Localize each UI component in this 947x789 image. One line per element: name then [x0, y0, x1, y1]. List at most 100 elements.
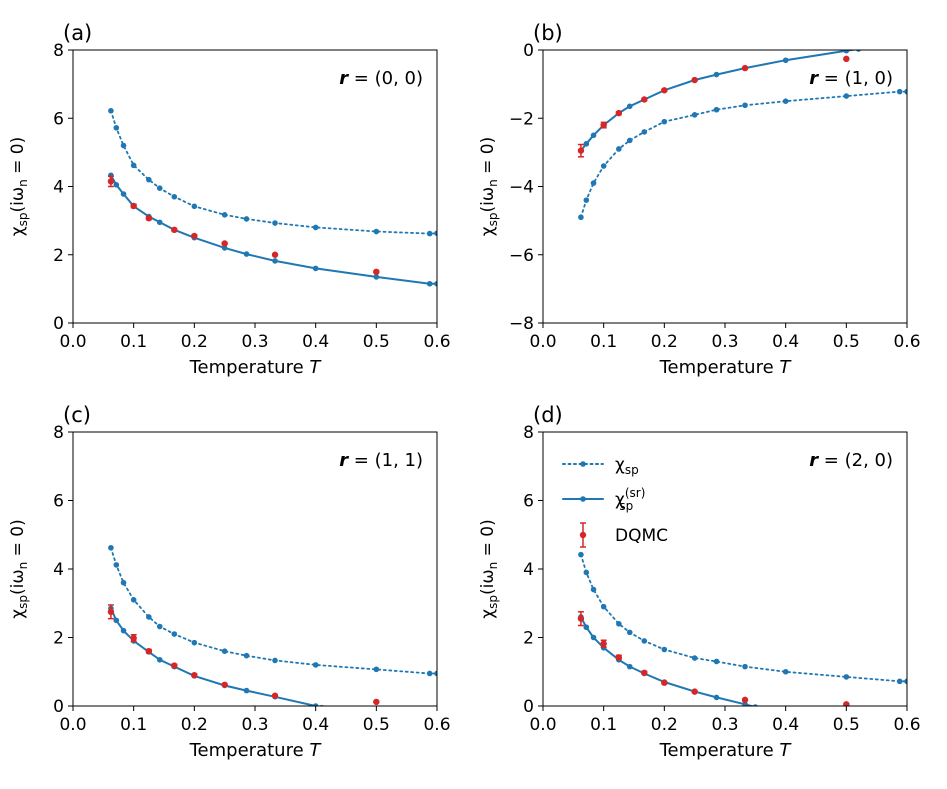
dqmc-point — [191, 232, 198, 240]
chi-sp-point — [641, 129, 648, 135]
y-tick-label: 6 — [523, 492, 534, 512]
x-tick-label: 0.5 — [363, 332, 390, 352]
chi-sp-point — [843, 93, 850, 99]
dqmc-point — [641, 96, 648, 103]
chi-sp-sr-point — [855, 50, 862, 52]
chi-sp-point — [171, 631, 178, 637]
chi-sp-sr-point — [120, 191, 127, 197]
y-tick-label: −2 — [509, 109, 534, 129]
x-tick-label: 0.3 — [711, 715, 738, 735]
y-tick-label: 6 — [53, 492, 64, 512]
chi-sp-sr-line — [579, 50, 859, 152]
chi-sp-point — [221, 212, 228, 218]
chi-sp-point — [171, 193, 178, 200]
dqmc-point — [741, 64, 749, 72]
y-tick-label: 2 — [53, 246, 64, 266]
x-tick-label: 0.2 — [181, 332, 208, 352]
chi-sp-line — [580, 90, 907, 219]
dqmc-point — [373, 698, 380, 706]
x-tick-label: 0.5 — [363, 715, 390, 735]
y-tick-label: −4 — [509, 178, 534, 198]
chi-sp-sr-point — [156, 219, 163, 226]
x-tick-label: 0.1 — [120, 715, 147, 735]
dqmc-point — [191, 671, 198, 679]
x-tick-label: 0.1 — [590, 715, 617, 735]
chi-sp-sr-line — [109, 174, 437, 285]
x-tick-label: 0.3 — [241, 332, 268, 352]
chi-sp-point — [661, 646, 668, 653]
dqmc-point — [661, 87, 668, 94]
chi-sp-point — [426, 670, 433, 677]
x-tick-label: 0.4 — [302, 332, 329, 352]
chi-sp-point — [373, 228, 380, 235]
chi-sp-sr-point — [312, 703, 319, 706]
chi-sp-point — [146, 614, 152, 620]
chi-sp-point — [896, 88, 903, 95]
axes-frame — [72, 431, 438, 707]
chi-sp-point — [272, 220, 278, 226]
chi-sp-sr-point — [243, 687, 250, 694]
chi-sp-point — [312, 662, 319, 668]
y-tick-label: 4 — [53, 178, 64, 198]
chi-sp-sr-point — [120, 627, 127, 634]
chi-sp-point — [113, 125, 120, 131]
chi-sp-point — [626, 137, 633, 144]
chi-sp-line — [580, 553, 907, 683]
panel-label: (c) — [63, 403, 91, 427]
x-axis-label: Temperature T — [659, 740, 793, 761]
chi-sp-point — [904, 88, 907, 95]
chi-sp-sr-point — [272, 258, 278, 264]
legend-entry-label: χ(sr) sp — [615, 486, 645, 513]
chi-sp-point — [691, 655, 698, 661]
chi-sp-sr-point — [434, 280, 437, 287]
chi-sp-point — [130, 162, 137, 169]
y-tick-label: 4 — [53, 560, 64, 580]
y-axis-label: χsp(iωn = 0) — [8, 519, 30, 618]
x-axis-label: Temperature T — [189, 740, 323, 761]
chi-sp-sr-point — [752, 704, 758, 706]
x-axis-label: Temperature T — [189, 357, 323, 378]
dqmc-point — [130, 634, 137, 642]
chi-sp-point — [243, 652, 250, 659]
chi-sp-point — [146, 176, 152, 183]
dqmc-point — [843, 55, 850, 63]
position-annotation: r = (1, 0) — [809, 68, 893, 89]
legend: χsp χ(sr) sp DQMC — [562, 455, 668, 548]
chi-sp-sr-point — [221, 245, 228, 251]
chi-sp-point — [590, 586, 597, 593]
x-axis-label: Temperature T — [659, 357, 793, 378]
chi-sp-line — [110, 546, 437, 675]
dqmc-point — [577, 615, 585, 622]
chi-sp-point — [713, 106, 720, 113]
position-annotation: r = (0, 0) — [339, 68, 423, 89]
chi-sp-point — [120, 579, 127, 586]
dqmc-point — [107, 178, 115, 185]
x-tick-label: 0.2 — [181, 715, 208, 735]
y-tick-label: 4 — [523, 560, 534, 580]
chi-sp-sr-line — [579, 616, 756, 706]
dqmc-point — [641, 669, 648, 676]
x-tick-label: 0.3 — [241, 715, 268, 735]
axes-frame — [542, 431, 908, 707]
chi-sp-sr-point — [713, 71, 720, 78]
chi-sp-point — [600, 163, 607, 169]
x-tick-label: 0.0 — [529, 332, 556, 352]
chi-sp-point — [578, 551, 584, 558]
x-tick-label: 0.1 — [590, 332, 617, 352]
x-tick-label: 0.2 — [651, 332, 678, 352]
chi-sp-point — [782, 98, 789, 104]
chi-sp-point — [896, 678, 903, 685]
chi-sp-sr-point — [312, 265, 319, 272]
x-tick-label: 0.5 — [833, 715, 860, 735]
y-tick-label: 8 — [523, 423, 534, 443]
axes-frame — [542, 49, 908, 324]
chi-sp-point — [782, 668, 789, 675]
chi-sp-point — [616, 621, 622, 627]
y-tick-label: 8 — [53, 41, 64, 61]
x-tick-label: 0.4 — [772, 715, 799, 735]
chi-sp-sr-point — [426, 280, 433, 287]
chi-sp-point — [156, 185, 163, 192]
chi-sp-sr-point — [590, 634, 597, 641]
y-tick-label: 0 — [53, 697, 64, 717]
